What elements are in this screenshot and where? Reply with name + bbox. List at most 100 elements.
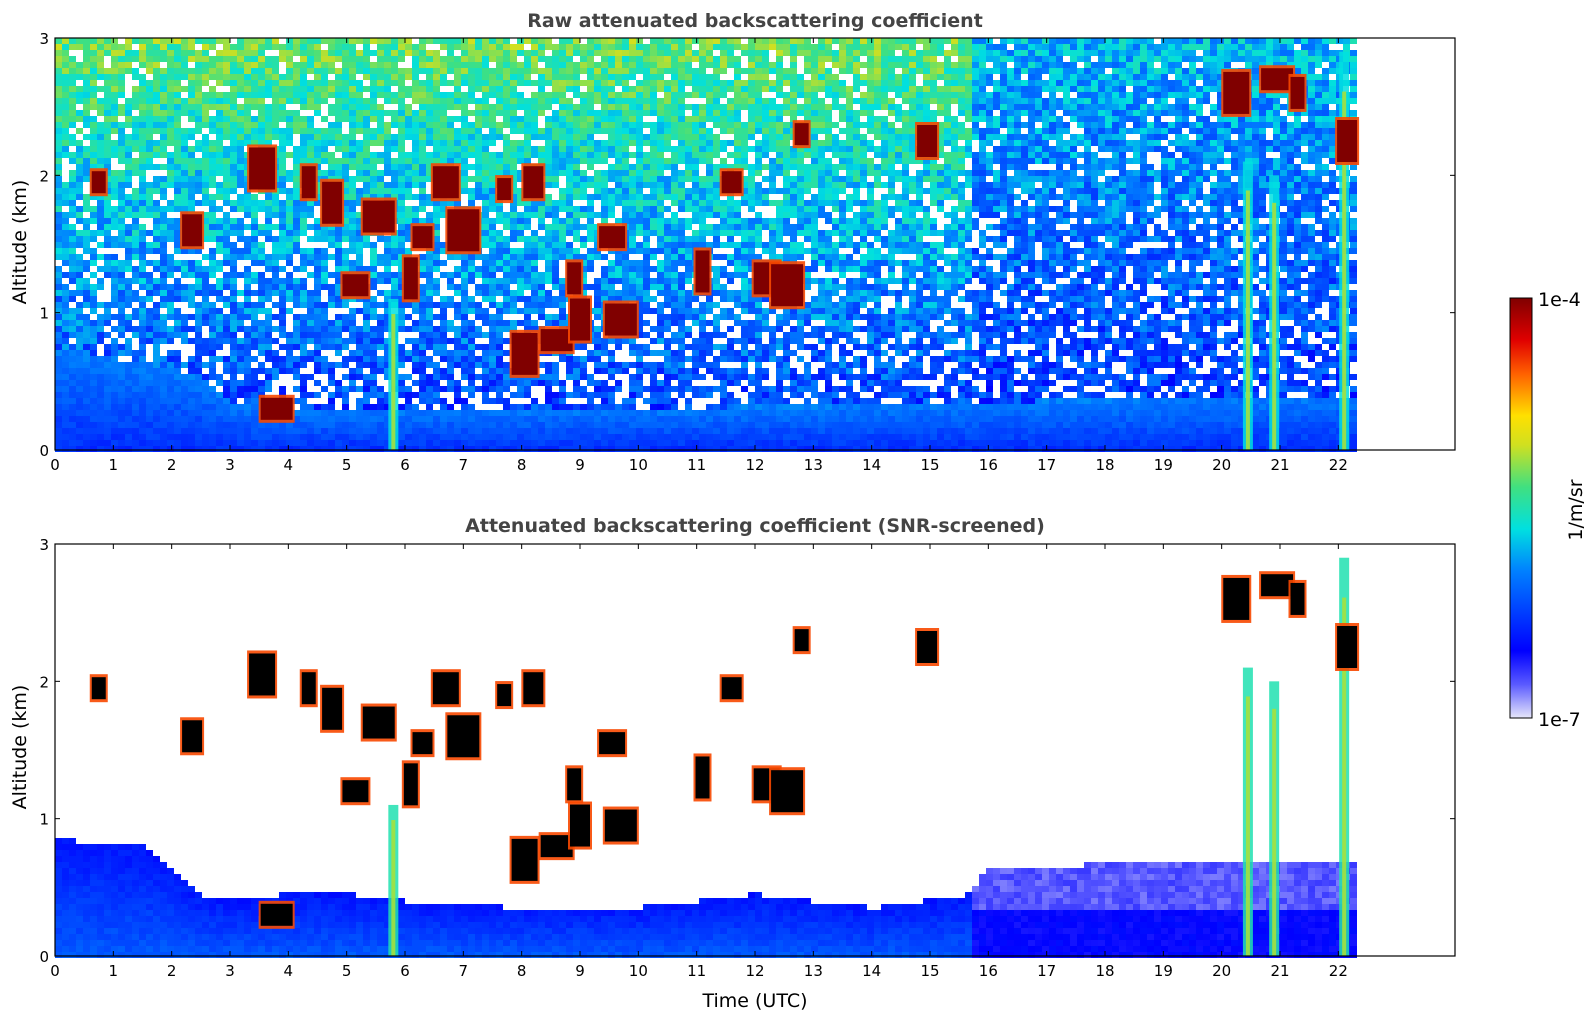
heatmap-cell: [97, 194, 104, 200]
heatmap-cell: [195, 302, 202, 308]
heatmap-cell: [251, 386, 258, 392]
heatmap-cell: [279, 170, 286, 176]
heatmap-cell: [468, 344, 475, 350]
heatmap-cell: [510, 116, 517, 122]
heatmap-cell: [622, 362, 629, 368]
heatmap-cell: [608, 416, 615, 422]
heatmap-cell: [111, 188, 118, 194]
heatmap-cell: [293, 212, 300, 218]
heatmap-cell: [622, 62, 629, 68]
heatmap-cell: [223, 104, 230, 110]
heatmap-cell: [314, 224, 321, 230]
heatmap-cell: [370, 374, 377, 380]
heatmap-cell: [293, 278, 300, 284]
heatmap-cell: [510, 44, 517, 50]
heatmap-cell: [468, 350, 475, 356]
heatmap-cell: [251, 368, 258, 374]
heatmap-cell: [146, 284, 153, 290]
heatmap-cell: [139, 194, 146, 200]
heatmap-cell: [545, 62, 552, 68]
heatmap-cell: [629, 344, 636, 350]
heatmap-cell: [83, 98, 90, 104]
heatmap-cell: [489, 302, 496, 308]
heatmap-cell: [538, 38, 545, 44]
heatmap-cell: [356, 326, 363, 332]
heatmap-cell: [188, 404, 195, 410]
heatmap-cell: [153, 86, 160, 92]
heatmap-cell: [538, 242, 545, 248]
heatmap-cell: [580, 62, 587, 68]
heatmap-cell: [328, 158, 335, 164]
heatmap-cell: [90, 116, 97, 122]
heatmap-cell: [524, 284, 531, 290]
heatmap-cell: [482, 416, 489, 422]
heatmap-cell: [398, 98, 405, 104]
heatmap-cell: [587, 224, 594, 230]
heatmap-cell: [216, 344, 223, 350]
heatmap-cell: [279, 386, 286, 392]
heatmap-cell: [615, 182, 622, 188]
heatmap-cell: [62, 44, 69, 50]
heatmap-cell: [181, 140, 188, 146]
heatmap-cell: [335, 230, 342, 236]
heatmap-cell: [300, 230, 307, 236]
heatmap-cell: [412, 74, 419, 80]
heatmap-cell: [244, 428, 251, 434]
heatmap-cell: [216, 134, 223, 140]
heatmap-cell: [251, 38, 258, 44]
heatmap-cell: [405, 356, 412, 362]
heatmap-cell: [433, 50, 440, 56]
heatmap-cell: [370, 170, 377, 176]
heatmap-cell: [496, 248, 503, 254]
heatmap-cell: [321, 62, 328, 68]
heatmap-cell: [475, 434, 482, 440]
heatmap-cell: [468, 422, 475, 428]
heatmap-cell: [167, 266, 174, 272]
heatmap-cell: [440, 368, 447, 374]
heatmap-cell: [601, 38, 608, 44]
heatmap-cell: [265, 44, 272, 50]
heatmap-cell: [160, 428, 167, 434]
heatmap-cell: [300, 320, 307, 326]
heatmap-cell: [286, 248, 293, 254]
heatmap-cell: [244, 404, 251, 410]
heatmap-cell: [566, 404, 573, 410]
heatmap-cell: [468, 356, 475, 362]
heatmap-cell: [384, 194, 391, 200]
heatmap-cell: [244, 224, 251, 230]
heatmap-cell: [216, 248, 223, 254]
heatmap-cell: [118, 344, 125, 350]
heatmap-cell: [286, 350, 293, 356]
heatmap-cell: [125, 278, 132, 284]
heatmap-cell: [153, 140, 160, 146]
heatmap-cell: [545, 176, 552, 182]
heatmap-cell: [202, 386, 209, 392]
heatmap-cell: [510, 392, 517, 398]
heatmap-cell: [272, 236, 279, 242]
heatmap-cell: [629, 296, 636, 302]
heatmap-cell: [293, 296, 300, 302]
heatmap-cell: [580, 98, 587, 104]
heatmap-cell: [286, 446, 293, 452]
heatmap-cell: [412, 422, 419, 428]
heatmap-cell: [447, 140, 454, 146]
heatmap-cell: [125, 362, 132, 368]
heatmap-cell: [314, 338, 321, 344]
heatmap-cell: [636, 230, 643, 236]
heatmap-cell: [76, 44, 83, 50]
heatmap-cell: [377, 44, 384, 50]
heatmap-cell: [258, 206, 265, 212]
heatmap-cell: [573, 92, 580, 98]
heatmap-cell: [160, 368, 167, 374]
heatmap-cell: [265, 296, 272, 302]
heatmap-cell: [342, 386, 349, 392]
heatmap-cell: [153, 428, 160, 434]
heatmap-cell: [531, 62, 538, 68]
heatmap-cell: [286, 212, 293, 218]
heatmap-cell: [139, 266, 146, 272]
heatmap-cell: [251, 128, 258, 134]
heatmap-cell: [566, 434, 573, 440]
heatmap-cell: [251, 326, 258, 332]
heatmap-cell: [503, 248, 510, 254]
heatmap-cell: [293, 398, 300, 404]
